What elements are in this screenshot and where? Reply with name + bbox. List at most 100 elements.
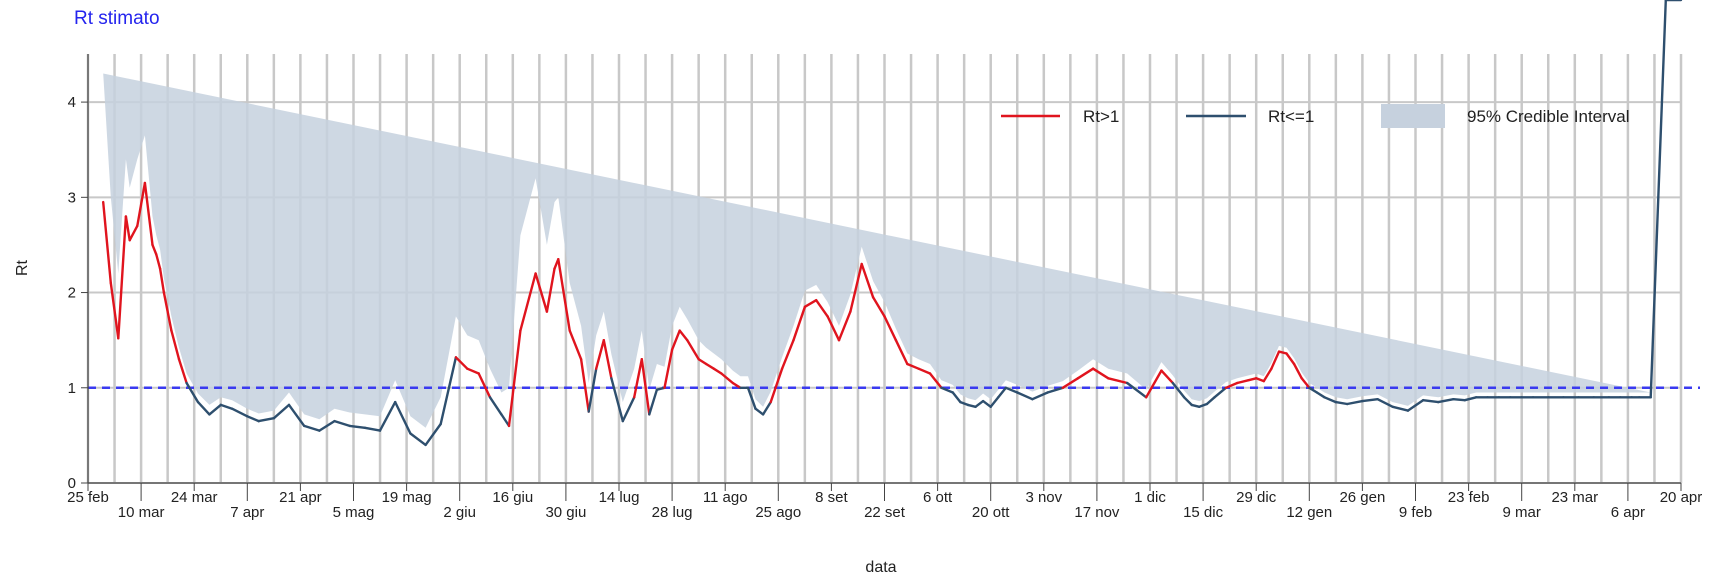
x-tick-label: 23 feb xyxy=(1448,489,1490,506)
rt-segment-below xyxy=(1323,396,1338,404)
rt-segment-below xyxy=(974,399,985,408)
legend-swatch-ci xyxy=(1381,104,1445,128)
x-tick-label: 15 dic xyxy=(1183,504,1224,521)
rt-segment-above xyxy=(1247,377,1258,382)
rt-segment-below xyxy=(287,403,306,428)
rt-segment-below xyxy=(940,386,954,394)
x-tick-label: 22 set xyxy=(864,504,906,521)
x-tick-label: 6 apr xyxy=(1611,504,1645,521)
rt-segment-below xyxy=(1031,391,1049,401)
rt-segment-above xyxy=(1277,350,1288,355)
x-tick-label: 11 ago xyxy=(703,489,748,506)
rt-segment-above xyxy=(101,200,113,285)
x-tick-label: 20 ott xyxy=(972,504,1010,521)
rt-segment-below xyxy=(1182,396,1193,407)
x-tick-label: 8 set xyxy=(815,489,848,506)
rt-segment-above xyxy=(686,339,700,361)
credible-interval-band xyxy=(103,73,1651,428)
rt-segment-above xyxy=(1061,377,1080,389)
rt-segment-above xyxy=(151,243,158,256)
x-tick-label: 3 nov xyxy=(1025,489,1062,506)
rt-segment-above xyxy=(697,358,708,366)
rt-segment-above xyxy=(534,272,549,313)
rt-segment-above xyxy=(1262,367,1273,383)
rt-segment-above xyxy=(568,329,583,361)
x-tick-label: 5 mag xyxy=(333,504,375,521)
y-tick-label: 3 xyxy=(68,189,76,206)
rt-segment-below xyxy=(378,400,397,432)
rt-segment-below xyxy=(439,356,458,426)
x-tick-label: 26 gen xyxy=(1339,489,1385,506)
rt-segment-above xyxy=(917,367,932,375)
rt-segment-below xyxy=(394,400,412,435)
rt-segment-below xyxy=(1004,386,1019,394)
rt-segment-below xyxy=(303,424,321,432)
rt-segment-below xyxy=(997,386,1008,399)
legend-label-ci: 95% Credible Interval xyxy=(1467,107,1630,126)
rt-segment-below xyxy=(230,407,249,418)
rt-segment-below xyxy=(424,422,442,447)
rt-segment-above xyxy=(815,299,829,318)
rt-segment-below xyxy=(1198,402,1209,408)
x-tick-label: 23 mar xyxy=(1551,489,1598,506)
rt-segment-below xyxy=(587,367,598,413)
rt-segment-above xyxy=(837,310,852,342)
rt-segment-below xyxy=(754,407,765,416)
rt-segment-above xyxy=(894,339,909,366)
rt-segment-below xyxy=(1421,399,1440,404)
y-axis-label: Rt xyxy=(14,259,31,276)
rt-segment-above xyxy=(678,329,689,342)
rt-segment-below xyxy=(196,400,211,416)
x-tick-label: 28 lug xyxy=(652,504,693,521)
x-tick-label: 9 feb xyxy=(1399,504,1432,521)
rt-segment-below xyxy=(648,388,659,416)
rt-segment-above xyxy=(466,367,480,375)
axes: 0 1 2 3 4 25 feb 10 mar 24 mar 7 apr 21 apr 5 mag 1… xyxy=(67,54,1702,521)
rt-segment-below xyxy=(746,386,757,410)
rt-segment-above xyxy=(803,299,818,308)
rt-segment-below xyxy=(1452,398,1467,402)
rt-segment-below xyxy=(1171,381,1186,399)
rt-segment-above xyxy=(158,267,166,294)
rt-segment-below xyxy=(1361,398,1379,403)
rt-segment-below xyxy=(1406,399,1425,412)
rt-segment-below xyxy=(981,399,992,408)
rt-segment-above xyxy=(170,329,181,361)
rt-segment-below xyxy=(318,419,336,432)
rt-segment-below xyxy=(959,400,970,407)
rt-segment-below xyxy=(363,426,382,432)
rt-segment-above xyxy=(1107,377,1129,385)
rt-segment-above xyxy=(143,181,154,247)
rt-segment-above xyxy=(670,329,681,351)
x-tick-label: 25 ago xyxy=(755,504,801,521)
rt-segment-above xyxy=(557,258,571,332)
x-tick-label: 1 dic xyxy=(1134,489,1166,506)
rt-segment-above xyxy=(1160,369,1175,385)
rt-segment-below xyxy=(1016,391,1034,401)
rt-segment-below xyxy=(761,400,772,416)
rt-segment-below xyxy=(1376,398,1394,408)
rt-segment-below xyxy=(333,419,351,428)
rt-segment-below xyxy=(989,396,1000,408)
rt-segment-above xyxy=(826,315,841,342)
x-axis-label: data xyxy=(865,559,896,576)
rt-segment-above xyxy=(1076,367,1095,380)
rt-segment-above xyxy=(177,358,188,385)
rt-segment-below xyxy=(348,424,367,429)
rt-segment-below xyxy=(272,403,291,420)
rt-segment-above xyxy=(1292,362,1303,380)
rt-segment-above xyxy=(1270,350,1281,370)
x-tick-label: 9 mar xyxy=(1503,504,1541,521)
rt-segment-below xyxy=(655,386,666,391)
x-tick-label: 20 apr xyxy=(1660,489,1703,506)
rt-segment-above xyxy=(507,329,522,428)
chart-title: Rt stimato xyxy=(74,8,160,29)
rt-segment-above xyxy=(602,339,613,380)
rt-segment-below xyxy=(246,415,260,423)
x-tick-label: 21 apr xyxy=(279,489,322,506)
rt-segment-above xyxy=(1285,352,1296,366)
rt-segment-below xyxy=(1046,386,1065,394)
rt-segment-below xyxy=(1437,398,1455,404)
x-tick-label: 2 giu xyxy=(443,504,476,521)
rt-segment-above xyxy=(1091,367,1110,380)
